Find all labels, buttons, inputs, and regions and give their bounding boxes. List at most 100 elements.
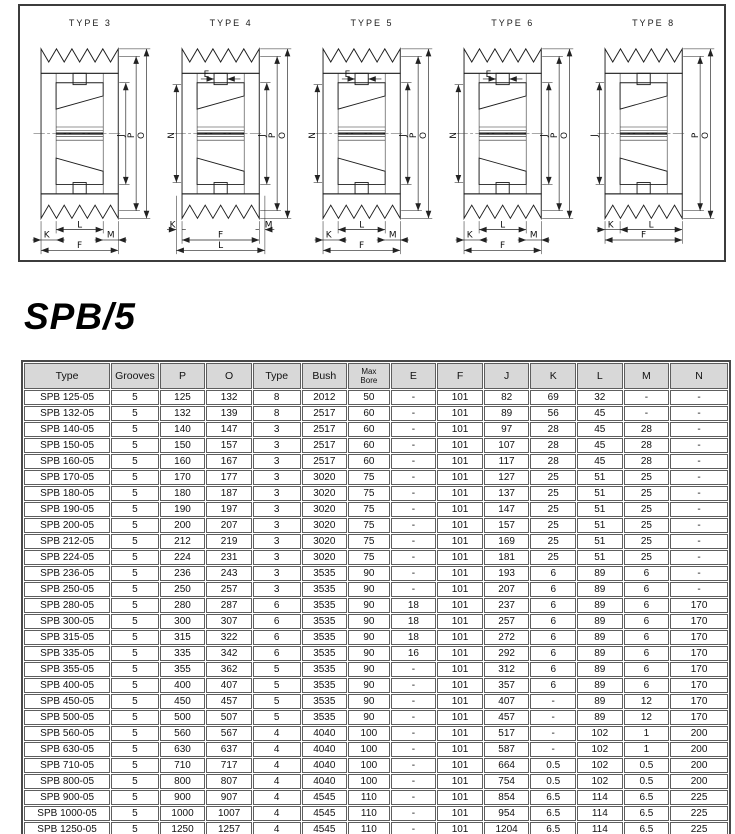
column-header: F	[437, 363, 483, 389]
table-cell: 193	[483, 566, 530, 581]
pulley-cross-section-drawing: J P O N E L K M F	[449, 47, 574, 255]
table-cell: 6	[252, 646, 301, 661]
table-cell: 28	[530, 438, 577, 453]
dim-label-K: K	[170, 220, 177, 230]
table-cell: 567	[206, 726, 252, 741]
table-cell: 1	[623, 726, 670, 741]
dim-label-K: K	[467, 231, 474, 241]
table-cell: 5	[111, 566, 159, 581]
table-cell: -	[390, 806, 437, 821]
pulley-cross-section-drawing: J P O N E K M FL	[167, 47, 292, 255]
table-cell: 114	[577, 790, 623, 805]
table-cell: 280	[159, 598, 206, 613]
dim-label-O: O	[278, 132, 288, 139]
table-cell: 6.5	[623, 806, 670, 821]
dim-label-E: E	[204, 70, 210, 80]
table-cell: 110	[348, 822, 390, 834]
pulley-cross-section-drawing: J P O N E L K M F	[308, 47, 433, 255]
dim-label-P: P	[268, 132, 278, 138]
table-cell: 51	[577, 518, 623, 533]
table-cell: SPB 500-05	[24, 710, 111, 725]
table-row: SPB 450-05 5 450 457 5 3535 90-101 407-89 12 170	[24, 694, 728, 709]
table-cell: 82	[483, 390, 530, 405]
table-cell: 169	[483, 534, 530, 549]
table-cell: SPB 140-05	[24, 422, 111, 437]
table-cell: -	[670, 486, 728, 501]
dim-label-M: M	[107, 231, 115, 241]
table-row: SPB 1000-05 5 1000 1007 4 4545 110-101 954 6.5 11…	[24, 806, 728, 821]
table-cell: 139	[206, 406, 252, 421]
table-cell: 18	[390, 614, 437, 629]
table-cell: -	[390, 566, 437, 581]
table-row: SPB 560-05 5 560 567 4 4040 100-101 517-102 1 200	[24, 726, 728, 741]
dim-label-J: J	[590, 134, 600, 138]
table-cell: 4	[252, 742, 301, 757]
table-cell: 45	[577, 454, 623, 469]
table-cell: -	[390, 438, 437, 453]
column-header: Bush	[301, 363, 348, 389]
table-cell: 4	[252, 806, 301, 821]
table-cell: 101	[437, 710, 483, 725]
pulley-cross-section-drawing: P O J K LF	[590, 47, 714, 244]
table-cell: 90	[348, 694, 390, 709]
dim-label-M: M	[530, 231, 538, 241]
table-row: SPB 315-05 5 315 322 6 3535 90 18 101 272 6 89 6 170	[24, 630, 728, 645]
table-cell: -	[390, 710, 437, 725]
table-cell: 101	[437, 438, 483, 453]
table-cell: 75	[348, 550, 390, 565]
table-cell: 90	[348, 582, 390, 597]
table-cell: SPB 132-05	[24, 406, 111, 421]
table-cell: 147	[206, 422, 252, 437]
table-row: SPB 355-05 5 355 362 5 3535 90-101 312 6 89 6 170	[24, 662, 728, 677]
table-cell: 100	[348, 758, 390, 773]
table-cell: -	[390, 518, 437, 533]
dim-label-M: M	[389, 231, 397, 241]
table-cell: -	[670, 470, 728, 485]
table-cell: 257	[483, 614, 530, 629]
dim-label-F: F	[77, 241, 82, 251]
table-row: SPB 335-05 5 335 342 6 3535 90 16 101 292 6 89 6 170	[24, 646, 728, 661]
table-cell: 3	[252, 422, 301, 437]
table-cell: -	[670, 566, 728, 581]
table-cell: SPB 710-05	[24, 758, 111, 773]
table-cell: -	[390, 406, 437, 421]
dim-label-O: O	[560, 132, 570, 139]
table-cell: -	[390, 454, 437, 469]
table-cell: 101	[437, 470, 483, 485]
table-cell: 60	[348, 454, 390, 469]
table-cell: 150	[159, 438, 206, 453]
table-cell: 200	[670, 774, 728, 789]
table-cell: 6	[623, 662, 670, 677]
table-cell: 89	[577, 630, 623, 645]
table-cell: 25	[623, 470, 670, 485]
table-cell: 51	[577, 534, 623, 549]
table-cell: 1204	[483, 822, 530, 834]
figure-title: TYPE 5	[350, 18, 394, 28]
table-cell: 90	[348, 662, 390, 677]
table-cell: 28	[623, 454, 670, 469]
table-cell: 90	[348, 598, 390, 613]
table-cell: 3	[252, 518, 301, 533]
table-cell: 4040	[301, 758, 348, 773]
table-cell: 5	[111, 390, 159, 405]
dim-label-P: P	[690, 132, 700, 138]
table-cell: 157	[206, 438, 252, 453]
table-cell: 5	[111, 486, 159, 501]
table-cell: 2517	[301, 454, 348, 469]
table-cell: 3020	[301, 534, 348, 549]
table-cell: 854	[483, 790, 530, 805]
dim-label-L: L	[648, 220, 653, 230]
table-cell: 101	[437, 694, 483, 709]
table-cell: 5	[111, 758, 159, 773]
table-cell: 75	[348, 470, 390, 485]
table-cell: 25	[623, 502, 670, 517]
table-cell: 6	[623, 630, 670, 645]
table-cell: 170	[670, 646, 728, 661]
table-row: SPB 500-05 5 500 507 5 3535 90-101 457-89 12 170	[24, 710, 728, 725]
table-cell: 127	[483, 470, 530, 485]
table-cell: -	[670, 390, 728, 405]
table-cell: 180	[159, 486, 206, 501]
table-cell: 6	[530, 678, 577, 693]
table-cell: 101	[437, 534, 483, 549]
table-cell: 190	[159, 502, 206, 517]
